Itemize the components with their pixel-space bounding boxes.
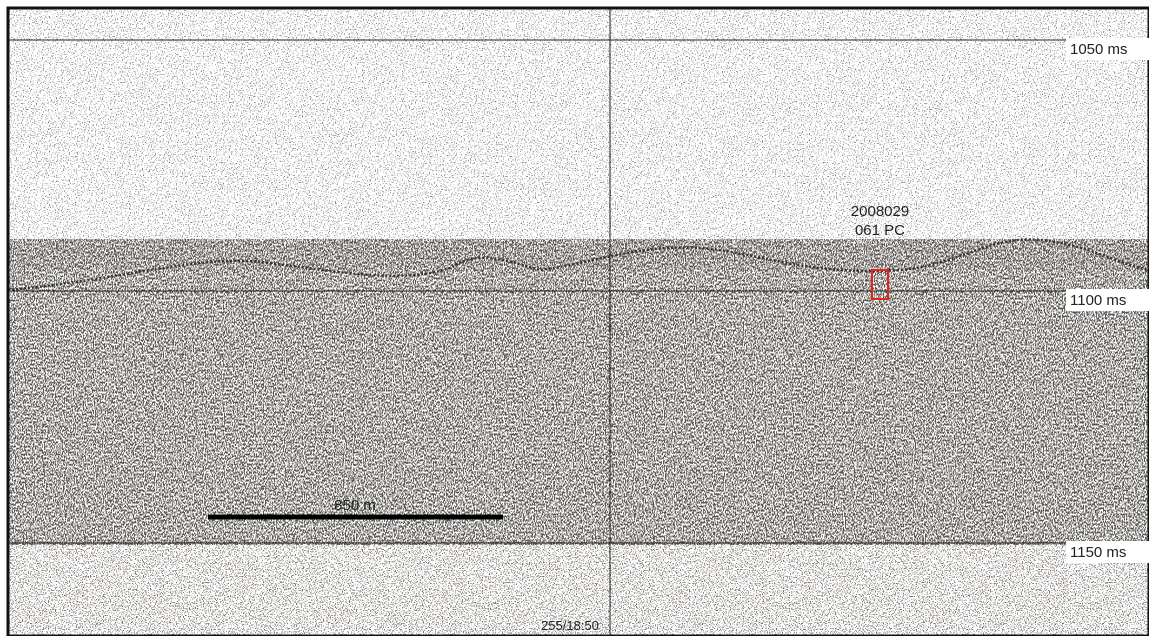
time-label: 1100 ms	[1070, 292, 1126, 309]
time-label: 1150 ms	[1070, 544, 1126, 561]
seismic-profile: 1050 ms 1100 ms 1150 ms 2008029 061 PC 8…	[0, 0, 1149, 636]
scale-label: 850 m	[334, 497, 376, 514]
timestamp: 255/18:50	[541, 618, 599, 633]
seismic-texture	[8, 8, 1149, 636]
core-id: 2008029	[851, 203, 909, 220]
core-type: 061 PC	[855, 222, 905, 239]
time-label: 1050 ms	[1070, 41, 1128, 58]
